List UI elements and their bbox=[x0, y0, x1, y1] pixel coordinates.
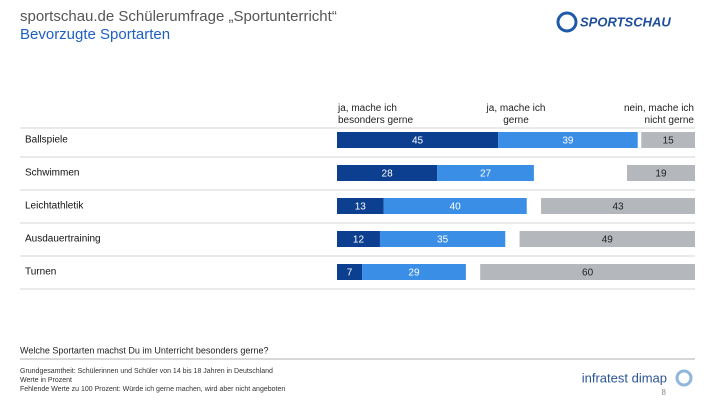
note: Grundgesamtheit: Schülerinnen und Schüle… bbox=[20, 368, 273, 375]
legend-label: nein, mache ich nicht gerne bbox=[623, 103, 694, 126]
bar bbox=[626, 165, 695, 181]
bar bbox=[541, 198, 695, 214]
value-label: 43 bbox=[612, 202, 624, 213]
value-label: 7 bbox=[347, 268, 353, 279]
title: sportschau.de Schülerumfrage „Sportunter… bbox=[20, 8, 337, 25]
value-label: 28 bbox=[382, 169, 394, 180]
bar bbox=[498, 132, 638, 148]
bar bbox=[337, 165, 438, 181]
note: Werte in Prozent bbox=[20, 377, 72, 384]
bar bbox=[337, 132, 499, 148]
bar bbox=[641, 132, 695, 148]
logo-icon bbox=[556, 11, 578, 33]
question: Welche Sportarten machst Du im Unterrich… bbox=[20, 345, 268, 355]
category-label: Schwimmen bbox=[25, 168, 79, 179]
bar bbox=[337, 198, 384, 214]
category-label: Ballspiele bbox=[25, 135, 68, 146]
value-label: 29 bbox=[408, 268, 420, 279]
source-logo: infratest dimap bbox=[582, 370, 667, 385]
legend-label: ja, mache ich gerne bbox=[486, 103, 546, 126]
legend-label: ja, mache ich besonders gerne bbox=[338, 103, 414, 126]
bar bbox=[379, 231, 506, 247]
bar bbox=[337, 231, 380, 247]
bar bbox=[383, 198, 527, 214]
value-label: 13 bbox=[355, 202, 367, 213]
value-label: 39 bbox=[562, 136, 574, 147]
bar bbox=[480, 264, 695, 280]
category-label: Ausdauertraining bbox=[25, 234, 101, 245]
value-label: 12 bbox=[353, 235, 365, 246]
subtitle: Bevorzugte Sportarten bbox=[20, 26, 170, 43]
page-number: 8 bbox=[662, 388, 667, 397]
bar bbox=[519, 231, 695, 247]
category-label: Leichtathletik bbox=[25, 201, 84, 212]
value-label: 45 bbox=[412, 136, 424, 147]
bar bbox=[337, 264, 363, 280]
value-label: 27 bbox=[480, 169, 492, 180]
source-icon bbox=[675, 369, 693, 387]
value-label: 49 bbox=[602, 235, 614, 246]
bar bbox=[362, 264, 466, 280]
bar bbox=[437, 165, 534, 181]
value-label: 40 bbox=[450, 202, 462, 213]
logo-swirl bbox=[559, 17, 575, 23]
logo-text: SPORTSCHAU bbox=[580, 14, 671, 29]
value-label: 35 bbox=[437, 235, 449, 246]
value-label: 15 bbox=[663, 136, 675, 147]
value-label: 60 bbox=[582, 268, 594, 279]
note: Fehlende Werte zu 100 Prozent: Würde ich… bbox=[20, 386, 285, 393]
category-label: Turnen bbox=[25, 267, 56, 278]
value-label: 19 bbox=[655, 169, 667, 180]
logo: SPORTSCHAU bbox=[556, 11, 671, 33]
